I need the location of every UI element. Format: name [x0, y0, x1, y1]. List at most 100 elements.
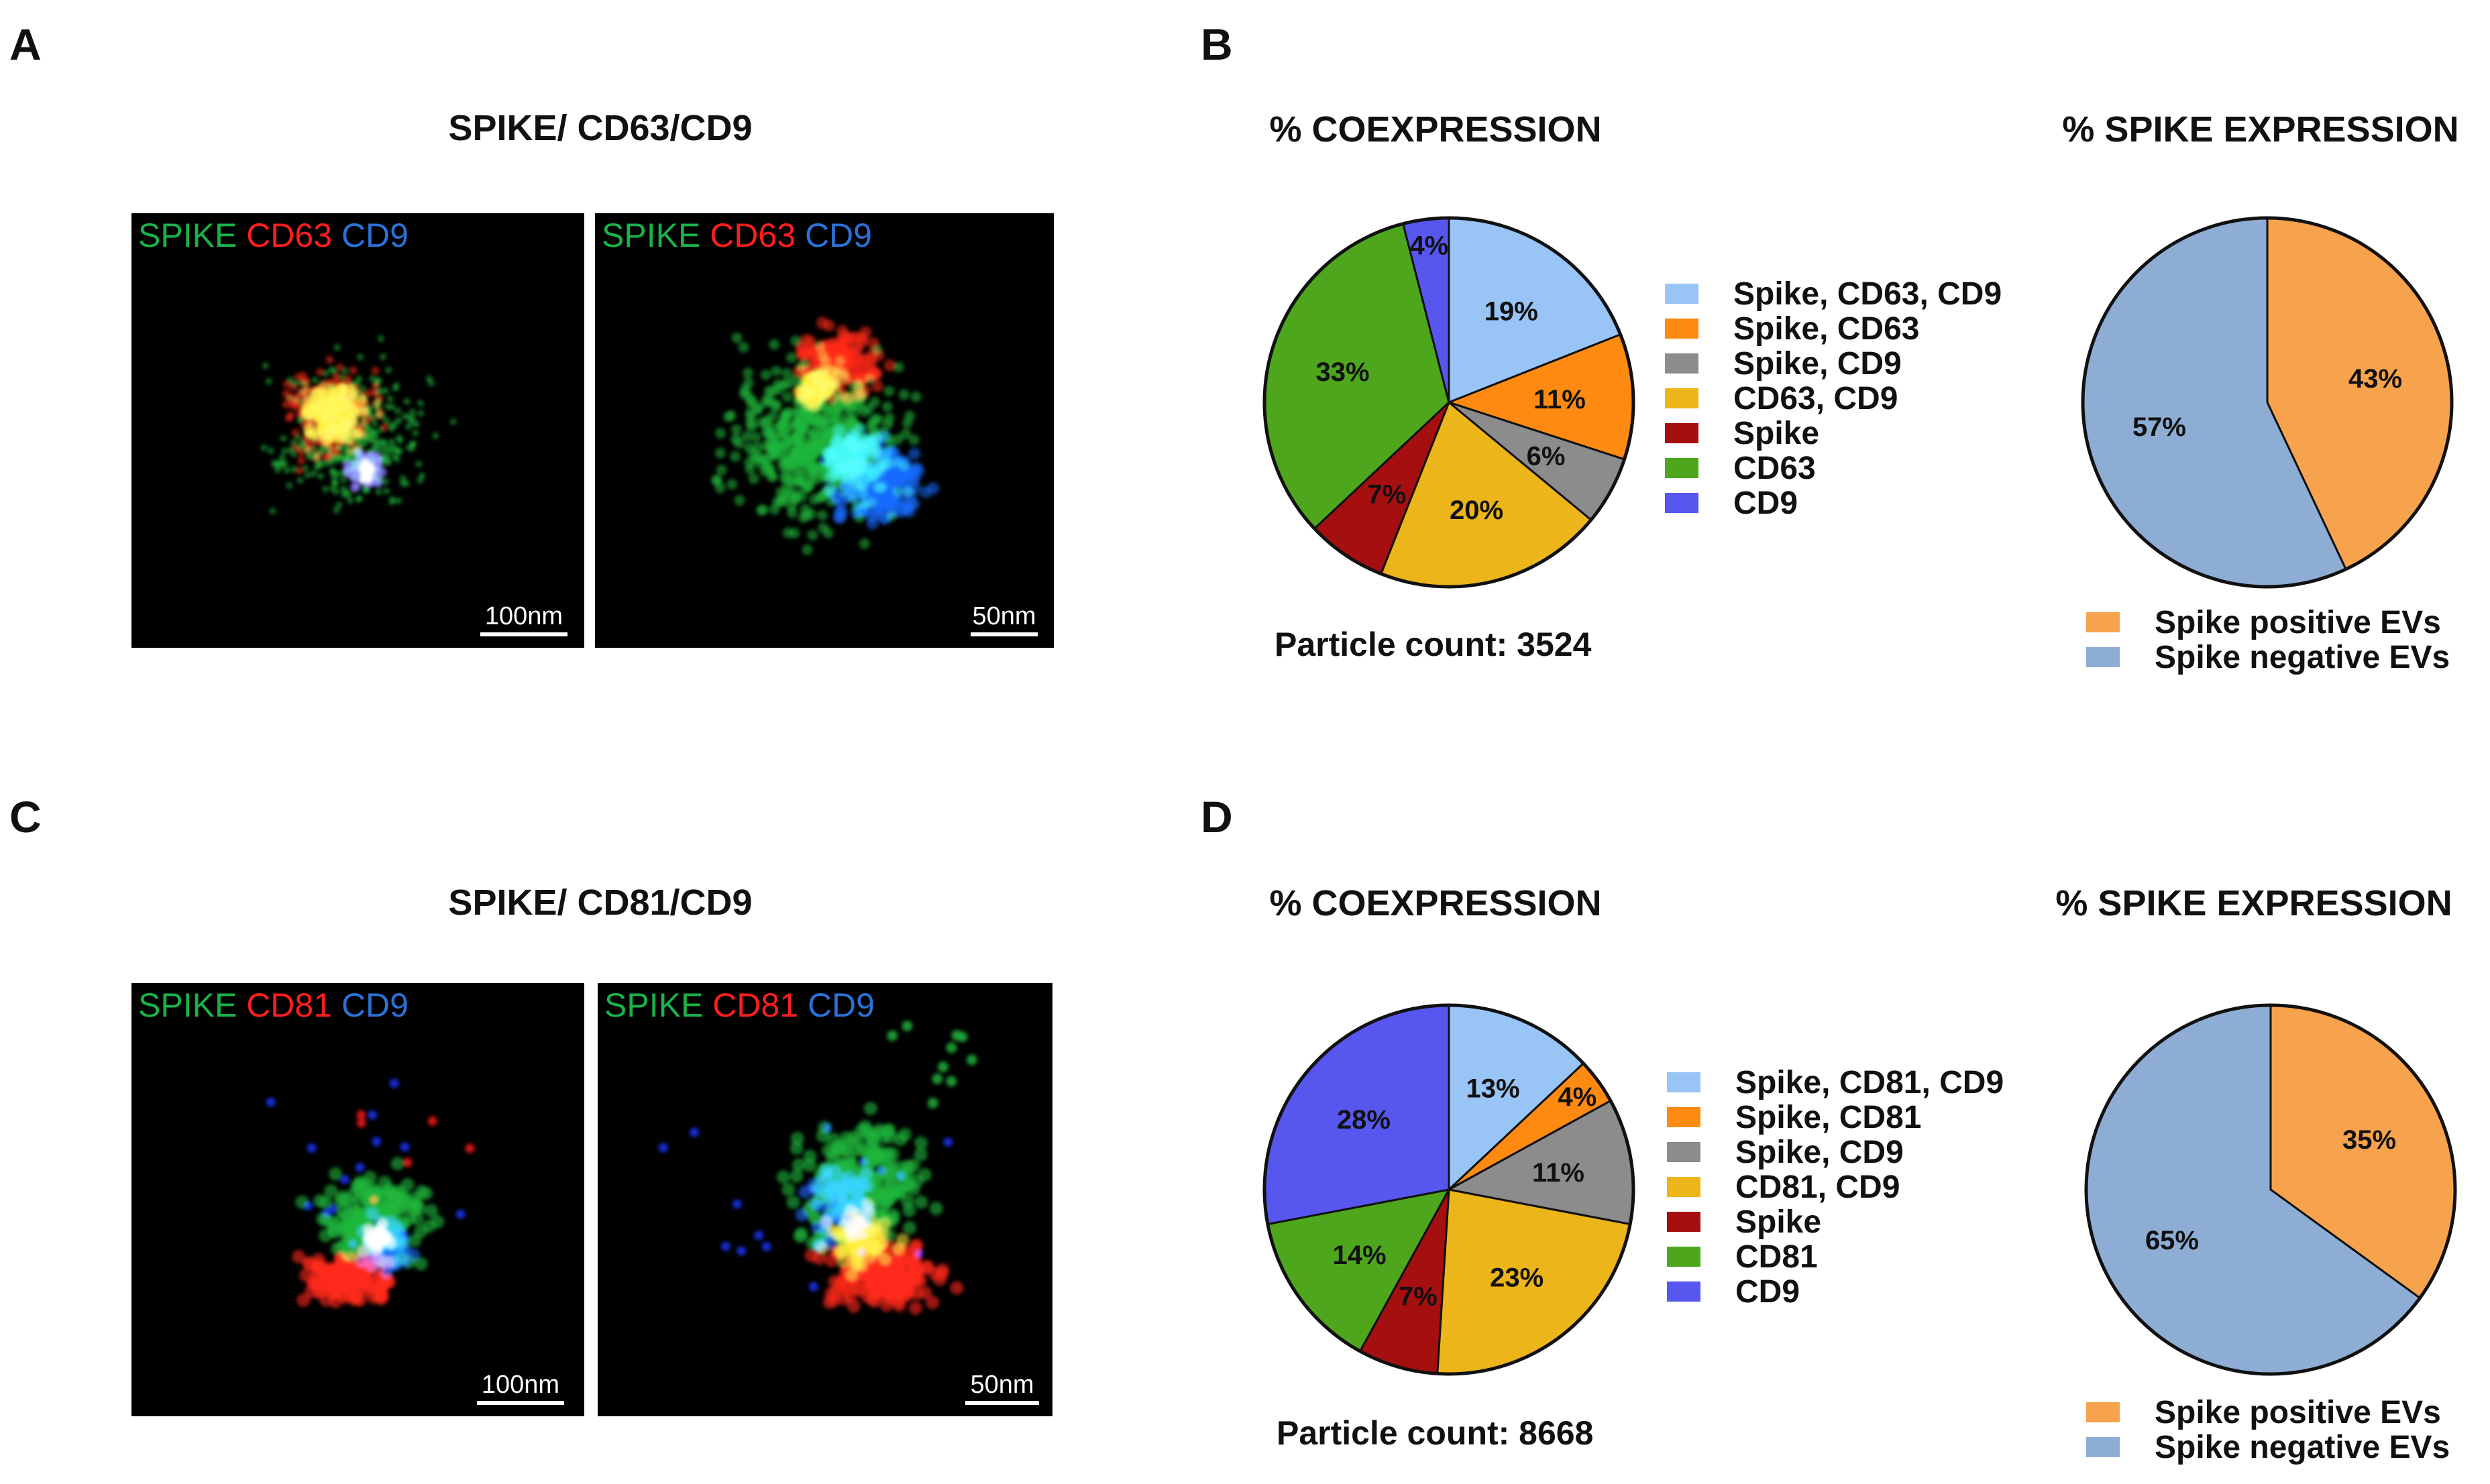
pie-data-label: 4% — [1558, 1082, 1596, 1112]
pie-d-coexpression-title: % COEXPRESSION — [1269, 883, 1602, 923]
fluorescence-spots — [887, 1020, 977, 1108]
panel-letter-d: D — [1201, 792, 1233, 842]
channel-cd9-label: CD9 — [341, 986, 409, 1024]
channel-cd81-label: CD81 — [246, 986, 333, 1024]
legend-item-spike-cd63: Spike, CD63 — [1665, 310, 2002, 347]
legend-swatch — [2086, 612, 2120, 632]
channel-labels: SPIKE CD63 CD9 — [138, 216, 409, 255]
legend-swatch — [1665, 388, 1698, 408]
pie-b-coexpression: 19% 11% 6% 20% 7% 33% 4% — [1262, 216, 1635, 589]
microscopy-c-right-spots — [658, 1020, 977, 1315]
pie-data-label: 33% — [1316, 357, 1370, 387]
microscopy-c-left-spots — [266, 1078, 475, 1309]
pie-data-label: 7% — [1399, 1281, 1438, 1311]
fluorescence-spots — [792, 364, 839, 412]
microscopy-c-right: SPIKE CD81 CD9 50nm — [598, 983, 1052, 1416]
legend-swatch — [1667, 1281, 1700, 1302]
legend-swatch — [1667, 1247, 1700, 1267]
fluorescence-spots — [658, 1123, 953, 1292]
pie-data-label: 6% — [1527, 441, 1566, 471]
legend-swatch — [1665, 319, 1698, 339]
microscopy-a-left: SPIKE CD63 CD9 100nm — [131, 213, 584, 648]
legend-swatch — [1667, 1212, 1700, 1232]
pie-outline — [2084, 1003, 2457, 1376]
legend-label: CD81, CD9 — [1735, 1169, 1900, 1205]
pie-data-label: 4% — [1409, 231, 1448, 260]
legend-item-spike: Spike — [1665, 416, 2002, 451]
pie-outline — [1262, 1003, 1635, 1376]
channel-cd81-label: CD81 — [712, 986, 799, 1024]
channel-labels: SPIKE CD81 CD9 — [604, 986, 875, 1025]
pie-outline — [1262, 216, 1635, 589]
legend-swatch — [1665, 458, 1698, 478]
legend-label: CD9 — [1733, 485, 1798, 521]
panel-letter-c: C — [9, 792, 42, 842]
scale-bar: 50nm — [971, 602, 1038, 636]
scale-bar-label: 100nm — [484, 602, 563, 630]
microscopy-a-right-spots — [711, 317, 940, 555]
microscopy-a-left-spots — [260, 335, 457, 515]
fluorescence-spots — [266, 1078, 466, 1267]
channel-cd63-label: CD63 — [246, 217, 333, 254]
legend-item-spike-positive-evs: Spike positive EVs — [2086, 605, 2450, 640]
legend-label: Spike — [1735, 1204, 1822, 1240]
pie-data-label: 11% — [1532, 1158, 1584, 1188]
legend-label: Spike, CD81 — [1735, 1099, 1922, 1135]
legend-label: Spike, CD63, CD9 — [1733, 276, 2002, 312]
legend-swatch — [1667, 1142, 1700, 1162]
legend-swatch — [2086, 647, 2120, 667]
pie-b-coexpression-title: % COEXPRESSION — [1269, 109, 1602, 150]
pie-data-label: 23% — [1490, 1263, 1544, 1292]
legend-item-cd81-cd9: CD81, CD9 — [1667, 1169, 2004, 1205]
pie-data-label: 35% — [2342, 1125, 2396, 1155]
legend-label: Spike positive EVs — [2155, 1394, 2441, 1430]
channel-spike-label: SPIKE — [602, 217, 701, 254]
channel-cd9-label: CD9 — [807, 986, 875, 1024]
legend-label: Spike negative EVs — [2155, 1429, 2450, 1465]
legend-item-spike-negative-evs: Spike negative EVs — [2086, 640, 2450, 675]
legend-b-spike: Spike positive EVs Spike negative EVs — [2086, 605, 2450, 675]
channel-labels: SPIKE CD63 CD9 — [602, 216, 872, 255]
pie-d-spike-title: % SPIKE EXPRESSION — [2055, 883, 2452, 923]
panel-a-title: SPIKE/ CD63/CD9 — [448, 108, 753, 148]
particle-count-d: Particle count: 8668 — [1277, 1414, 1594, 1452]
legend-item-spike-cd81: Spike, CD81 — [1667, 1100, 2004, 1135]
legend-item-spike-negative-evs: Spike negative EVs — [2086, 1430, 2450, 1465]
channel-cd9-label: CD9 — [341, 217, 409, 254]
legend-label: Spike, CD9 — [1733, 345, 1902, 382]
pie-data-label: 57% — [2132, 412, 2186, 442]
panel-letter-a: A — [9, 19, 42, 69]
legend-swatch — [1665, 423, 1698, 443]
legend-label: CD63 — [1733, 450, 1816, 486]
pie-b-spike-title: % SPIKE EXPRESSION — [2062, 109, 2459, 150]
legend-swatch — [1665, 353, 1698, 374]
legend-b-coexpression: Spike, CD63, CD9 Spike, CD63 Spike, CD9 CD6… — [1665, 276, 2002, 521]
legend-item-cd9: CD9 — [1667, 1273, 2004, 1310]
channel-spike-label: SPIKE — [138, 217, 237, 254]
channel-cd9-label: CD9 — [804, 217, 872, 254]
pie-data-label: 20% — [1450, 496, 1503, 525]
pie-outline — [2081, 216, 2454, 589]
legend-label: CD9 — [1735, 1273, 1800, 1310]
pie-data-label: 7% — [1367, 479, 1406, 509]
panel-c-title: SPIKE/ CD81/CD9 — [448, 882, 753, 923]
channel-labels: SPIKE CD81 CD9 — [138, 986, 409, 1025]
legend-item-spike-positive-evs: Spike positive EVs — [2086, 1395, 2450, 1430]
particle-count-b: Particle count: 3524 — [1275, 626, 1592, 663]
scale-bar-label: 100nm — [481, 1371, 560, 1399]
legend-item-spike-cd9: Spike, CD9 — [1665, 345, 2002, 382]
legend-item-spike-cd9: Spike, CD9 — [1667, 1135, 2004, 1170]
legend-d-spike: Spike positive EVs Spike negative EVs — [2086, 1395, 2450, 1465]
panel-letter-b: B — [1201, 19, 1233, 69]
legend-swatch — [1665, 493, 1698, 513]
fluorescence-spots — [300, 382, 368, 447]
legend-swatch — [1667, 1177, 1700, 1197]
pie-data-label: 28% — [1337, 1105, 1391, 1135]
legend-label: Spike — [1733, 415, 1820, 451]
legend-swatch — [2086, 1402, 2120, 1422]
channel-spike-label: SPIKE — [138, 986, 237, 1024]
scale-bar: 50nm — [965, 1371, 1039, 1405]
legend-label: Spike, CD63 — [1733, 310, 1920, 347]
legend-d-coexpression: Spike, CD81, CD9 Spike, CD81 Spike, CD9 CD8… — [1667, 1065, 2004, 1310]
legend-swatch — [1665, 284, 1698, 304]
